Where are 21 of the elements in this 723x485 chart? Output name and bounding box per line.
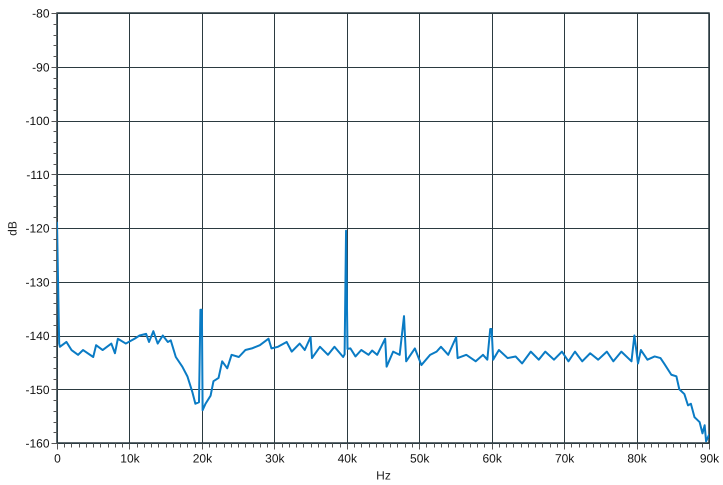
y-tick-label: -100 — [25, 114, 50, 128]
x-tick-label: 20k — [192, 452, 214, 466]
y-tick-label: -160 — [25, 436, 50, 450]
y-tick-label: -120 — [25, 222, 50, 236]
x-tick-label: 70k — [554, 452, 576, 466]
y-tick-label: -150 — [25, 382, 50, 397]
x-tick-label: 40k — [338, 452, 358, 466]
y-tick-label: -110 — [26, 168, 50, 182]
x-tick-label: 80k — [627, 452, 648, 466]
x-tick-label: 30k — [265, 452, 286, 466]
y-tick-label: -80 — [32, 6, 50, 20]
x-tick-label: 60k — [482, 452, 503, 466]
x-tick-label: 50k — [410, 452, 430, 466]
y-tick-label: -90 — [32, 60, 50, 74]
y-tick-label: -140 — [25, 329, 50, 343]
x-tick-label: 90k — [700, 452, 720, 466]
x-tick-label: 0 — [54, 452, 62, 466]
x-axis-title: Hz — [376, 468, 391, 482]
y-tick-label: -130 — [25, 275, 50, 290]
y-axis-title: dB — [5, 221, 20, 236]
x-tick-label: 10k — [120, 452, 141, 466]
